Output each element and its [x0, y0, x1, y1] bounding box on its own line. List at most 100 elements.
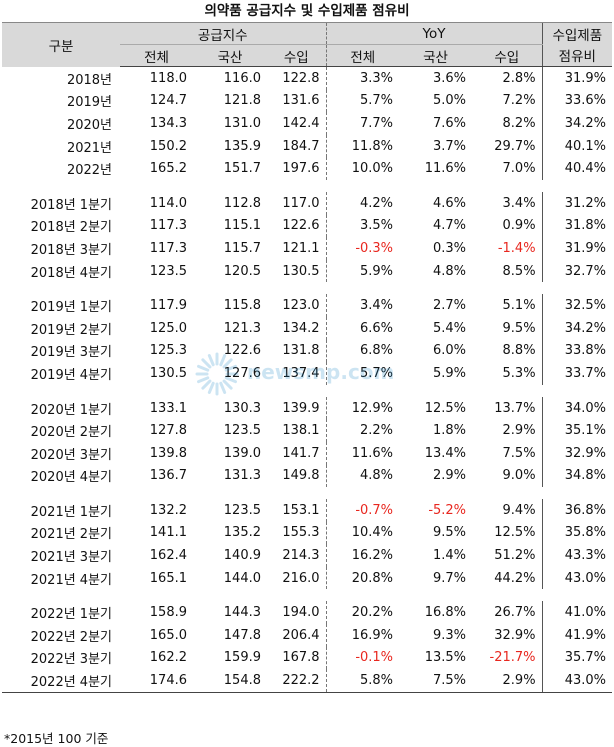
cell-supply-import: 138.1	[282, 423, 320, 439]
cell-supply-domestic: 135.9	[223, 138, 261, 154]
row-label: 2021년 3분기	[30, 550, 112, 566]
cell-import-share: 34.8%	[541, 464, 613, 488]
cell-supply-total: 162.4	[149, 548, 187, 564]
cell-supply-total: 133.1	[149, 400, 187, 416]
table-row: 2021년 1분기 132.2 123.5 153.1 -0.7% -5.2% 9.4% 36…	[2, 499, 613, 522]
cell-yoy-total: 16.2%	[325, 544, 400, 567]
header-yoy-import: 수입	[472, 44, 543, 67]
table-row: 2020년 4분기 136.7 131.3 149.8 4.8% 2.9% 9.0% 34.8…	[2, 464, 613, 488]
row-label: 2020년 3분기	[30, 447, 112, 463]
cell-supply-import: 123.0	[282, 298, 320, 314]
cell-yoy-import: 51.2%	[494, 548, 536, 564]
cell-supply-import: 153.1	[282, 502, 320, 518]
cell-import-share: 36.8%	[541, 499, 613, 522]
cell-supply-total: 174.6	[120, 669, 193, 693]
cell-yoy-import: 5.1%	[502, 298, 536, 314]
cell-yoy-import: 0.9%	[502, 218, 536, 234]
cell-supply-domestic: 151.7	[223, 161, 261, 177]
cell-yoy-domestic: 0.3%	[433, 240, 467, 256]
cell-yoy-import: 32.9%	[494, 627, 536, 643]
table-row: 2021년 150.2 135.9 184.7 11.8% 3.7% 29.7% 40.1%	[2, 134, 613, 158]
cell-import-share: 33.8%	[541, 339, 613, 363]
cell-import-share: 34.0%	[541, 396, 613, 420]
cell-yoy-import: 13.7%	[494, 400, 536, 416]
row-label: 2019년	[66, 95, 112, 111]
cell-yoy-domestic: 6.0%	[433, 343, 467, 359]
cell-supply-domestic: 144.3	[223, 605, 261, 621]
table-row: 2019년 124.7 121.8 131.6 5.7% 5.0% 7.2% 33.6%	[2, 89, 613, 113]
cell-yoy-import: 7.2%	[502, 93, 536, 109]
cell-yoy-domestic: 13.5%	[424, 650, 467, 666]
cell-import-share: 40.4%	[541, 157, 613, 180]
header-supply-import: 수입	[267, 44, 327, 67]
cell-yoy-import: 9.4%	[502, 502, 536, 518]
table-row: 2021년 2분기 141.1 135.2 155.3 10.4% 9.5% 12.5% 35…	[2, 521, 613, 545]
spacer-cell	[2, 589, 612, 601]
cell-yoy-total: 3.5%	[325, 214, 400, 238]
row-label: 2019년 2분기	[30, 322, 112, 338]
cell-yoy-import: 3.4%	[502, 195, 536, 211]
row-label: 2022년 4분기	[2, 669, 120, 693]
cell-supply-total: 165.2	[149, 161, 187, 177]
table-row: 2022년 165.2 151.7 197.6 10.0% 11.6% 7.0% 40.4%	[2, 157, 613, 180]
cell-import-share: 31.9%	[541, 237, 613, 260]
cell-yoy-total: -0.7%	[325, 499, 400, 522]
cell-import-share: 31.8%	[541, 214, 613, 238]
cell-yoy-domestic: -5.2%	[428, 502, 467, 518]
table-row: 2020년 134.3 131.0 142.4 7.7% 7.6% 8.2% 34.2%	[2, 112, 613, 135]
cell-yoy-total: 10.4%	[325, 521, 400, 545]
row-label: 2019년 3분기	[30, 345, 112, 361]
cell-yoy-total: 5.7%	[325, 362, 400, 385]
cell-yoy-import: -21.7%	[489, 650, 536, 666]
cell-supply-domestic: 115.8	[223, 298, 261, 314]
cell-yoy-total: 4.8%	[325, 464, 400, 488]
table-body: 2018년 118.0 116.0 122.8 3.3% 3.6% 2.8% 31.9% 201…	[2, 66, 613, 693]
row-label: 2018년 4분기	[30, 265, 112, 281]
table-row: 2018년 1분기 114.0 112.8 117.0 4.2% 4.6% 3.4% 31.2…	[2, 191, 613, 215]
cell-supply-import: 122.8	[282, 70, 320, 86]
cell-supply-domestic: 159.9	[223, 650, 261, 666]
cell-yoy-total: 4.2%	[325, 191, 400, 215]
table-row: 2018년 118.0 116.0 122.8 3.3% 3.6% 2.8% 31.9%	[2, 66, 613, 90]
cell-yoy-domestic: 5.0%	[433, 93, 467, 109]
cell-supply-total: 117.3	[149, 218, 187, 234]
cell-supply-total: 117.3	[149, 240, 187, 256]
row-label: 2021년 1분기	[30, 504, 112, 520]
cell-yoy-import: -1.4%	[497, 240, 536, 256]
cell-supply-total: 123.5	[149, 263, 187, 279]
table-row: 2021년 3분기 162.4 140.9 214.3 16.2% 1.4% 51.2% 43…	[2, 544, 613, 567]
cell-yoy-total: 20.8%	[325, 566, 400, 590]
cell-supply-domestic: 130.3	[223, 400, 261, 416]
cell-supply-domestic: 112.8	[223, 195, 261, 211]
cell-yoy-import: 8.2%	[502, 115, 536, 131]
cell-yoy-domestic: 1.4%	[433, 548, 467, 564]
cell-supply-import: 131.6	[282, 93, 320, 109]
cell-supply-total: 114.0	[149, 195, 187, 211]
cell-yoy-domestic: 3.6%	[433, 70, 467, 86]
cell-supply-domestic: 147.8	[223, 627, 261, 643]
spacer-cell	[2, 282, 612, 294]
cell-supply-total: 165.0	[149, 627, 187, 643]
cell-import-share: 35.1%	[541, 419, 613, 442]
row-label: 2019년 1분기	[30, 300, 112, 316]
cell-yoy-total: -0.1%	[325, 646, 400, 670]
cell-yoy-total: 6.8%	[325, 339, 400, 363]
cell-supply-total: 162.2	[149, 650, 187, 666]
row-label: 2020년	[66, 117, 112, 133]
row-label: 2020년 2분기	[30, 425, 112, 441]
cell-yoy-total: 20.2%	[325, 601, 400, 625]
table-row: 2019년 2분기 125.0 121.3 134.2 6.6% 5.4% 9.5% 34.2…	[2, 316, 613, 340]
cell-yoy-import: 8.5%	[502, 263, 536, 279]
cell-import-share: 31.9%	[541, 66, 613, 90]
row-label: 2021년	[66, 140, 112, 156]
header-yoy-total: 전체	[325, 44, 400, 67]
cell-import-share: 33.6%	[541, 89, 613, 113]
cell-yoy-import: 7.5%	[502, 445, 536, 461]
cell-supply-domestic: 139.0	[223, 445, 261, 461]
cell-yoy-domestic: 2.7%	[433, 298, 467, 314]
spacer-cell	[2, 487, 612, 499]
header-import-share: 수입제품	[541, 22, 613, 45]
table-row: 2018년 2분기 117.3 115.1 122.6 3.5% 4.7% 0.9% 31.8…	[2, 214, 613, 238]
cell-yoy-total: -0.3%	[325, 237, 400, 260]
cell-supply-domestic: 116.0	[223, 70, 261, 86]
